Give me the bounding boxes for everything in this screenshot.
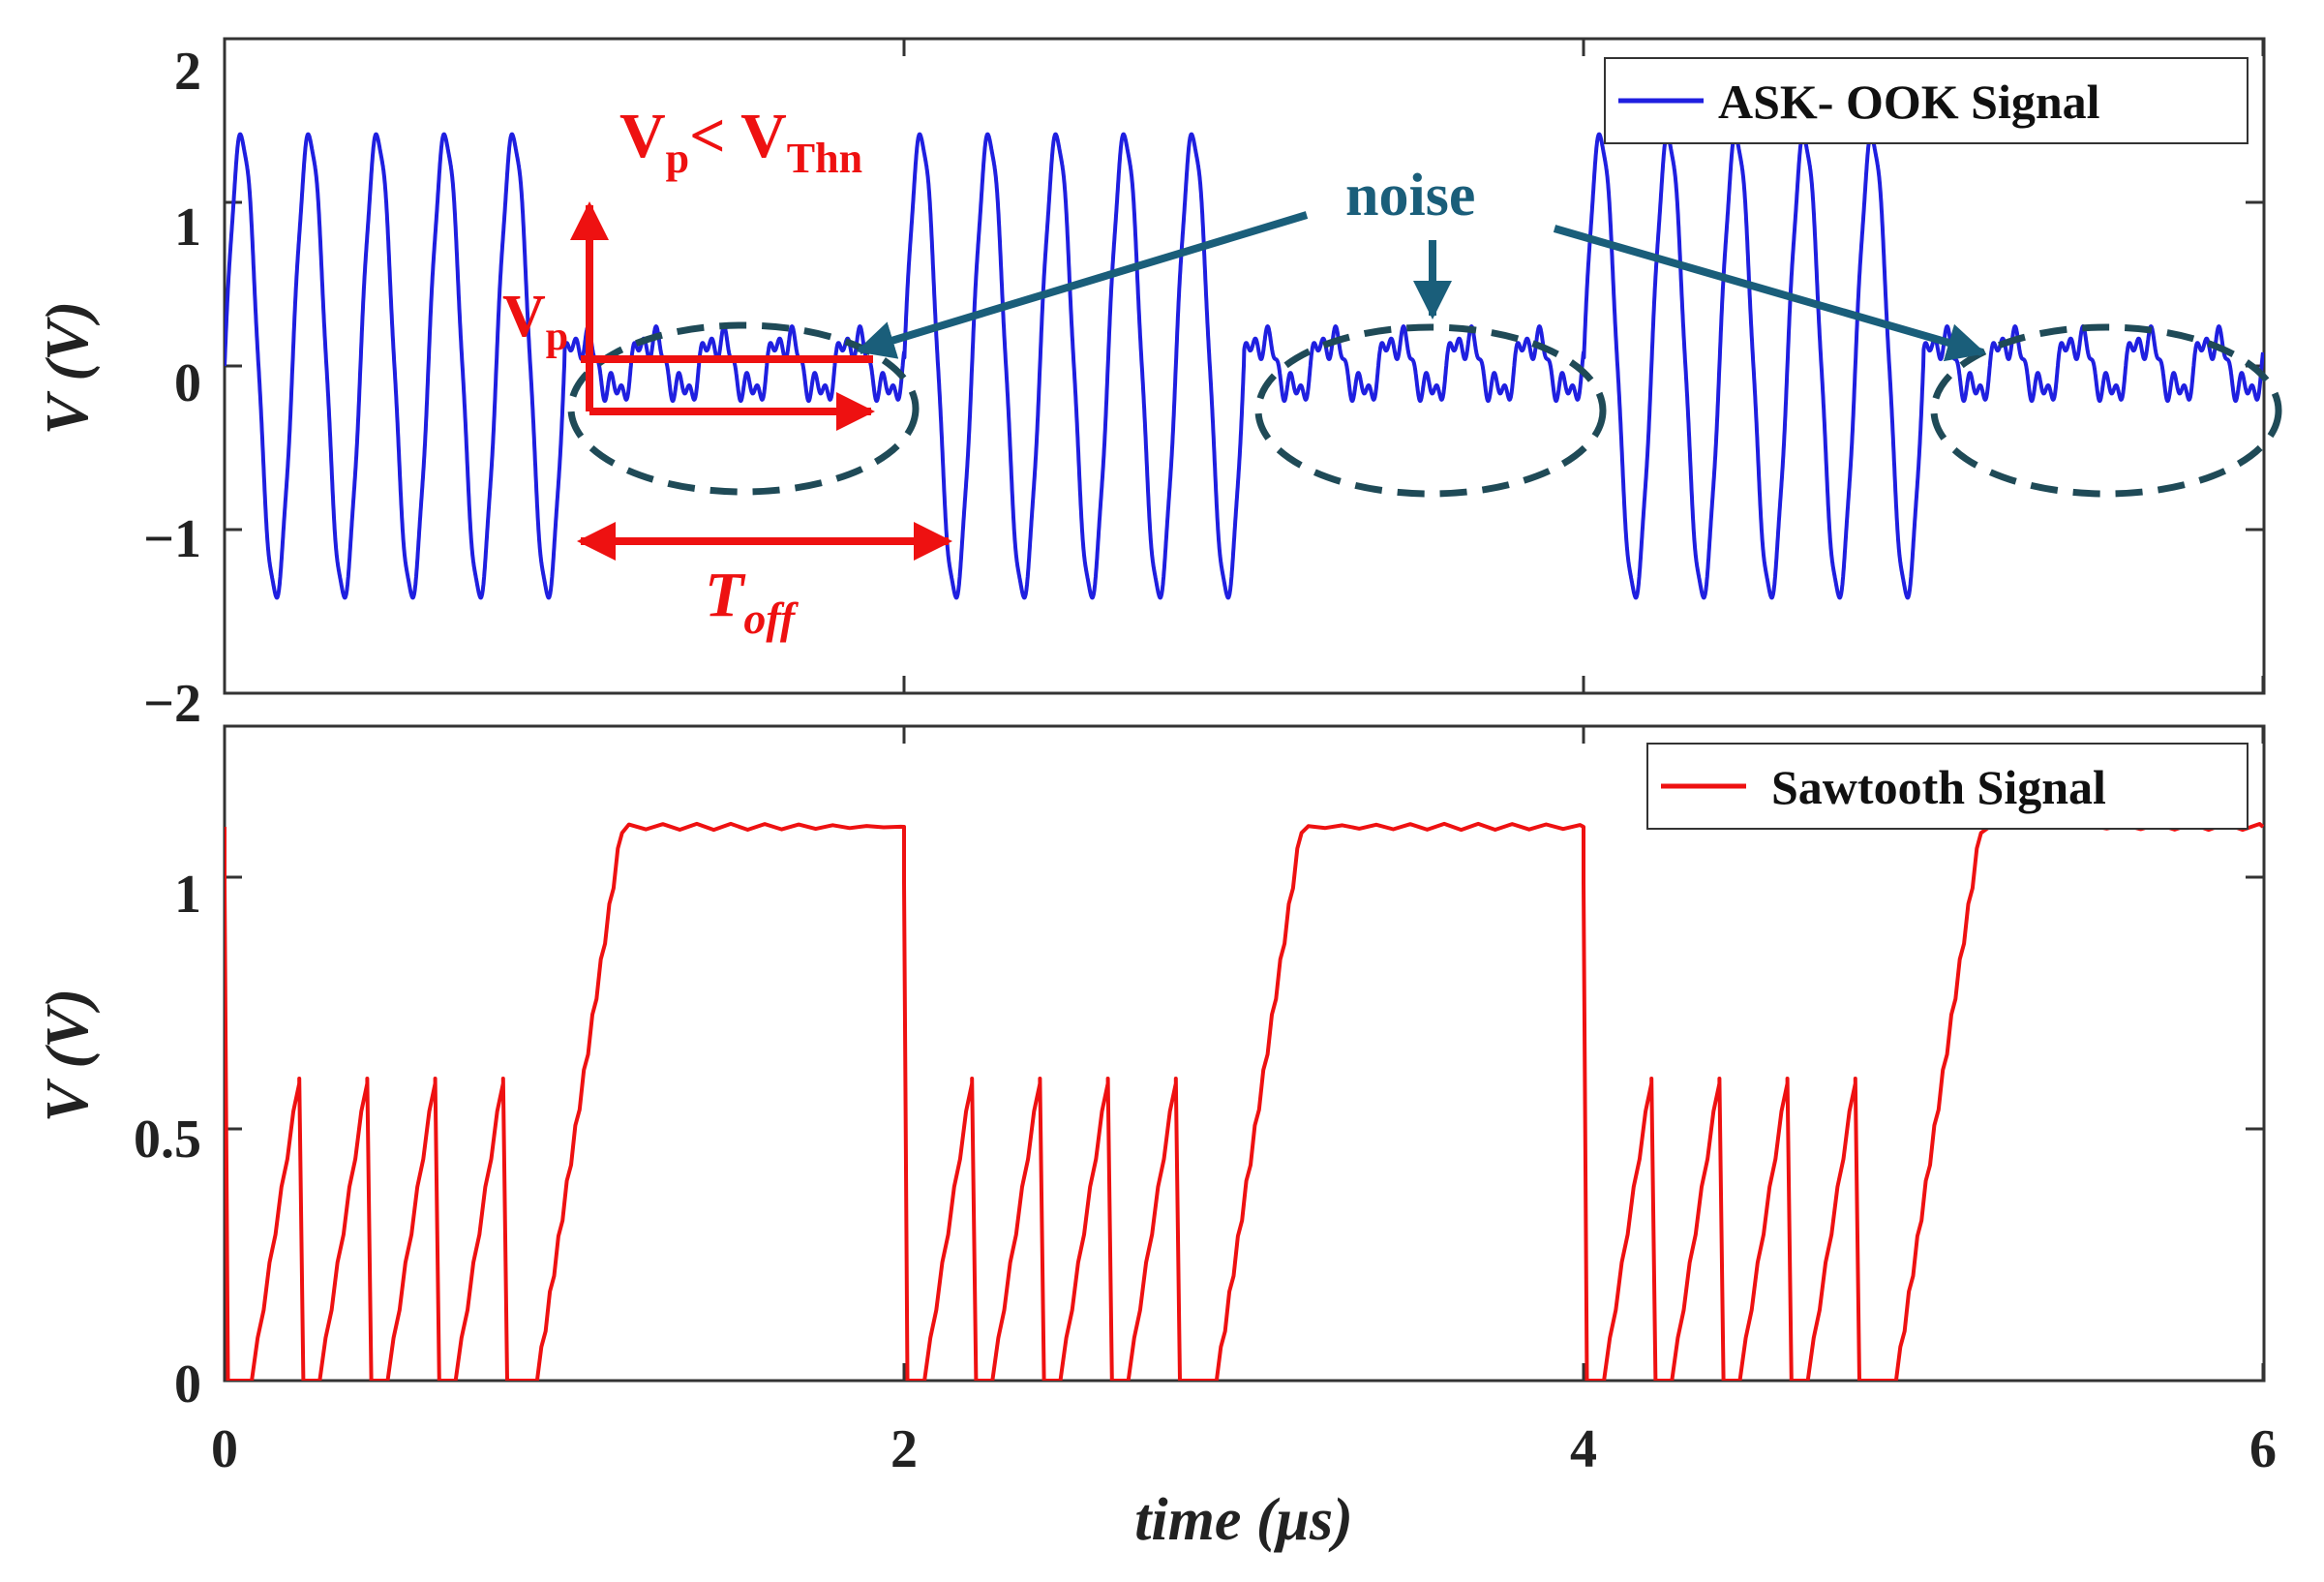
top-ytick-label: 1 [174,198,201,258]
bottom-ytick-label: 0 [174,1354,201,1415]
noise-label: noise [1345,163,1475,228]
top-ytick-label: −1 [143,509,201,569]
vp-label-main: V [502,284,546,350]
x-axis-label: time (μs) [1134,1487,1353,1553]
threshold-mid: < V [689,101,787,171]
bottom-ticks [223,726,2265,1383]
noise-arrow [856,211,1309,359]
threshold-sub: p [666,135,689,182]
noise-region-ellipse [567,321,920,496]
vp-label: Vp [502,284,568,359]
bottom-ytick-label: 0.5 [134,1110,201,1170]
top-ytick-label: 2 [174,42,201,102]
bottom-y-axis-label: V (V) [35,989,101,1122]
threshold-sub: Thn [787,135,862,182]
top-legend-box [1604,57,2249,144]
top-legend: ASK- OOK Signal [1604,57,2249,144]
x-tick-label: 2 [890,1419,918,1479]
bottom-legend-label: Sawtooth Signal [1771,760,2106,814]
bottom-ytick-label: 1 [174,865,201,925]
top-y-axis-label: V (V) [35,301,101,435]
sawtooth-signal-line [225,821,2264,1381]
top-chart: 2 1 0 −1 −2 V (V) noise Vp Vp< VThn Toff… [35,37,2282,734]
x-tick-label: 4 [1570,1419,1597,1479]
top-ytick-label: −2 [143,674,201,734]
noise-region-ellipse [1930,323,2282,498]
toff-label: Toff [705,560,800,643]
bottom-legend-box [1646,743,2249,830]
bottom-plot-area [223,724,2266,1383]
vp-label-sub: p [546,315,568,359]
x-tick-label: 0 [211,1419,238,1479]
threshold-main: V [619,101,666,171]
noise-region-ellipse [1254,323,1607,498]
threshold-label: Vp< VThn [619,101,862,182]
toff-main: T [705,560,746,630]
top-legend-label: ASK- OOK Signal [1718,75,2100,129]
top-ytick-label: 0 [174,353,201,413]
x-tick-label: 6 [2249,1419,2277,1479]
bottom-legend: Sawtooth Signal [1646,743,2249,830]
bottom-chart: 1 0.5 0 0 2 4 6 V (V) time (μs) Sawtooth… [35,724,2277,1553]
noise-arrow [1553,225,1986,362]
toff-sub: off [743,593,799,643]
ask-ook-signal-line [225,132,2264,600]
